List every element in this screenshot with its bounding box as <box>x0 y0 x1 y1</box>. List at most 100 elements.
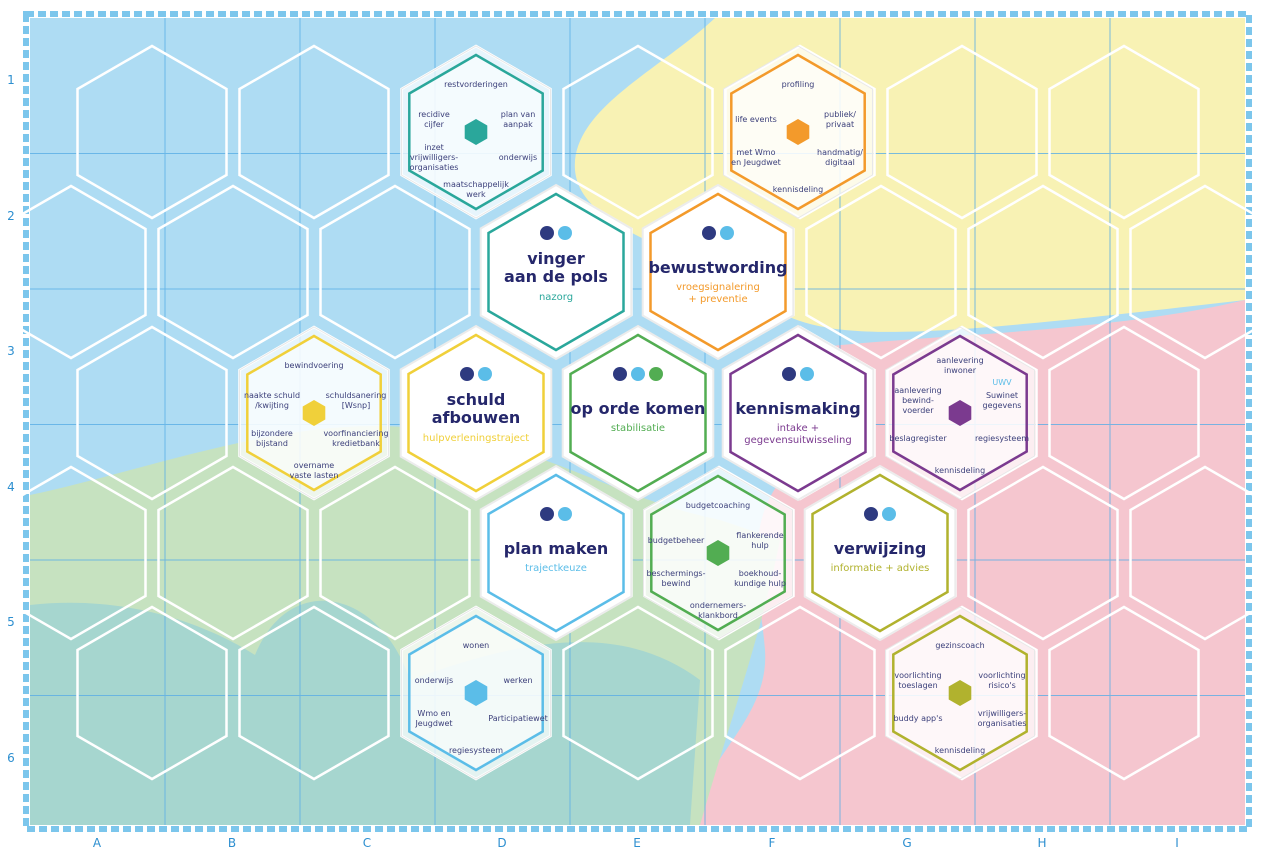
progress-steps-icon <box>478 367 492 381</box>
detail-item: bijzondere bijstand <box>251 429 293 448</box>
background-hex <box>724 605 876 781</box>
detail-item: budgetbeheer <box>647 536 705 545</box>
main-hex-planmaken <box>487 473 625 633</box>
detail-item: ondernemers- klankbord <box>689 601 747 620</box>
detail-item: onderwijs <box>414 676 454 685</box>
detail-item: vrijwilligers- organisaties <box>977 709 1027 728</box>
column-label: D <box>497 836 507 850</box>
center-hex-marker <box>302 400 326 426</box>
detail-item: regiesysteem <box>448 746 504 755</box>
detail-item: naakte schuld /kwijting <box>243 391 301 410</box>
detail-item: flankerende hulp <box>736 531 784 550</box>
column-label: E <box>633 836 641 850</box>
detail-item: overname vaste lasten <box>289 461 339 480</box>
center-hex-marker <box>948 400 972 426</box>
neutral-face-icon <box>649 367 663 381</box>
background-hex <box>238 44 390 220</box>
column-label: F <box>768 836 776 850</box>
background-hex <box>157 184 309 360</box>
background-hex <box>1129 184 1272 360</box>
icon-group <box>782 367 814 381</box>
walking-person-icon <box>460 367 474 381</box>
detail-item: kennisdeling <box>934 466 986 475</box>
hex-title: verwijzing <box>833 539 927 558</box>
detail-item: beschermings- bewind <box>646 569 706 588</box>
detail-item: Wmo en Jeugdwet <box>415 709 453 728</box>
detail-item: voorlichting risico's <box>978 671 1026 690</box>
background-hex <box>1048 44 1200 220</box>
row-label: 3 <box>7 344 15 358</box>
hex-title: bewustwording <box>648 258 788 277</box>
background-hex <box>886 44 1038 220</box>
column-label: H <box>1037 836 1047 850</box>
background-hex <box>76 605 228 781</box>
row-label: 2 <box>7 208 15 223</box>
hex-subtitle: vroegsignalering + preventie <box>676 282 760 305</box>
hex-title: vinger aan de pols <box>504 249 608 286</box>
detail-item: onderwijs <box>498 153 538 162</box>
dots-icon <box>631 367 645 381</box>
hex-title: plan maken <box>503 539 609 558</box>
detail-item: aanlevering inwoner <box>936 356 984 375</box>
main-hex-verwijzing <box>811 473 949 633</box>
main-hex-bewustwording <box>649 192 787 352</box>
pointing-hand-icon <box>864 507 878 521</box>
icon-group <box>613 367 663 381</box>
detail-item: regiesysteem <box>974 434 1030 443</box>
detail-item: buddy app's <box>893 714 943 723</box>
detail-item: Participatiewet <box>488 714 548 723</box>
row-label: 1 <box>7 73 15 87</box>
background-hex <box>0 184 147 360</box>
hex-subtitle: hulpverleningstraject <box>422 433 530 444</box>
detail-item: kennisdeling <box>772 185 824 194</box>
detail-item: publiek/ privaat <box>824 110 856 129</box>
background-hex <box>967 184 1119 360</box>
hex-subtitle: nazorg <box>538 292 574 303</box>
column-label: C <box>362 836 372 850</box>
detail-item: kennisdeling <box>934 746 986 755</box>
center-hex-marker <box>464 680 488 706</box>
detail-item: Suwinet gegevens <box>982 391 1022 410</box>
detail-item: inzet vrijwilligers- organisaties <box>409 143 459 172</box>
laptop-icon <box>882 507 896 521</box>
center-hex-marker <box>948 680 972 706</box>
hex-title: schuld afbouwen <box>431 390 521 427</box>
target-people-icon <box>720 226 734 240</box>
people-icon <box>558 226 572 240</box>
sad-face-icon <box>613 367 627 381</box>
background-hex <box>967 465 1119 641</box>
row-label: 5 <box>7 615 15 629</box>
background-hex <box>1129 465 1272 641</box>
icon-group <box>702 226 734 240</box>
detail-item: beslagregister <box>889 434 947 443</box>
center-hex-marker <box>786 119 810 145</box>
column-label: B <box>227 836 237 850</box>
background-hex <box>1048 605 1200 781</box>
row-label: 4 <box>7 479 15 494</box>
detail-item: met Wmo en Jeugdwet <box>731 148 781 167</box>
warning-icon <box>702 226 716 240</box>
icon-group <box>540 507 572 521</box>
main-hex-oporde <box>569 333 707 493</box>
icon-group <box>864 507 896 521</box>
detail-item: schuldsanering [Wsnp] <box>325 391 387 410</box>
detail-item: werken <box>503 676 533 685</box>
center-hex-marker <box>464 119 488 145</box>
background-hex <box>319 184 471 360</box>
column-label: G <box>902 836 912 850</box>
column-label: I <box>1175 836 1179 850</box>
column-label: A <box>92 836 102 850</box>
detail-item: plan van aanpak <box>500 110 536 129</box>
main-hex-vinger <box>487 192 625 352</box>
detail-item: bewindvoering <box>284 361 344 370</box>
detail-item: boekhoud- kundige hulp <box>734 569 786 588</box>
detail-item: handmatig/ digitaal <box>817 148 863 167</box>
route-icon <box>540 507 554 521</box>
center-hex-marker <box>706 540 730 566</box>
background-hex <box>562 44 714 220</box>
detail-item: gezinscoach <box>935 641 985 650</box>
background-hex <box>805 184 957 360</box>
hex-subtitle: intake + gegevensuitwisseling <box>744 423 852 446</box>
hex-subtitle: stabilisatie <box>610 423 666 434</box>
